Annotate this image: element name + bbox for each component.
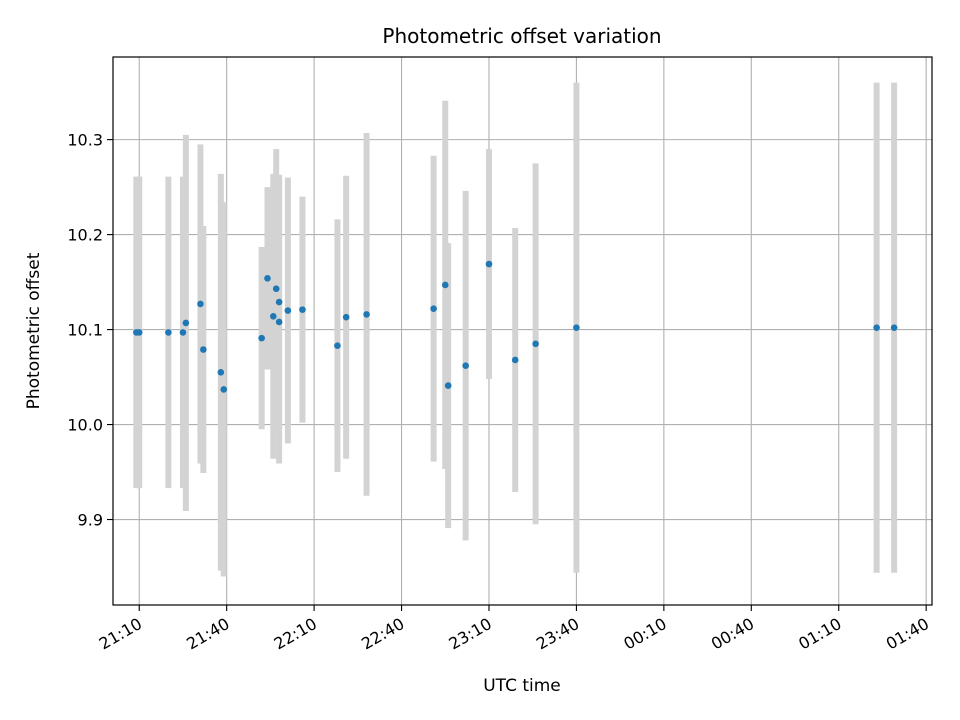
y-tick-label: 10.1 (67, 321, 103, 340)
tick-layer: 21:10 21:40 22:10 22:40 23:10 23:40 00:10 00:40… (67, 131, 932, 654)
data-point (197, 300, 204, 308)
x-tick-label: 21:40 (183, 614, 232, 654)
x-tick-label: 01:10 (795, 614, 844, 654)
data-point (165, 329, 172, 336)
data-point (275, 298, 283, 306)
data-point (284, 307, 292, 314)
x-axis-title: UTC time (483, 676, 561, 696)
x-tick-label: 23:40 (533, 614, 582, 654)
data-point (217, 369, 225, 376)
chart-title: Photometric offset variation (382, 24, 661, 48)
x-tick-label: 23:10 (446, 614, 495, 654)
plot-frame (112, 56, 933, 606)
data-point (334, 342, 341, 350)
x-tick-label: 22:10 (271, 614, 320, 654)
data-point (258, 334, 265, 342)
y-tick-label: 10.3 (67, 131, 103, 150)
data-point (342, 313, 350, 321)
data-point (363, 311, 370, 318)
data-point (441, 281, 449, 289)
data-point (220, 386, 228, 393)
x-tick-label: 21:10 (96, 614, 145, 654)
data-point (299, 306, 306, 313)
data-point (873, 324, 880, 331)
x-tick-label: 22:40 (358, 614, 407, 654)
data-point (485, 260, 493, 268)
data-point (179, 329, 187, 336)
x-tick-label: 00:40 (708, 614, 757, 654)
y-tick-label: 10.0 (67, 416, 103, 435)
data-point (270, 312, 277, 320)
y-tick-label: 9.9 (78, 511, 103, 530)
point-layer (133, 260, 898, 393)
data-point (264, 274, 271, 282)
data-point (532, 340, 539, 348)
y-axis-title: Photometric offset (24, 252, 44, 409)
data-point (182, 319, 190, 327)
y-tick-label: 10.2 (67, 226, 103, 245)
data-point (272, 285, 280, 293)
data-point (275, 318, 283, 326)
data-point (135, 329, 143, 336)
data-point (890, 324, 898, 331)
x-tick-label: 01:40 (883, 614, 932, 654)
data-point (462, 362, 469, 369)
data-point (200, 346, 207, 353)
data-point (430, 305, 437, 312)
data-point (573, 324, 580, 331)
data-point (511, 356, 519, 364)
grid-layer (113, 57, 932, 605)
x-tick-label: 00:10 (620, 614, 669, 654)
data-point (444, 382, 452, 389)
